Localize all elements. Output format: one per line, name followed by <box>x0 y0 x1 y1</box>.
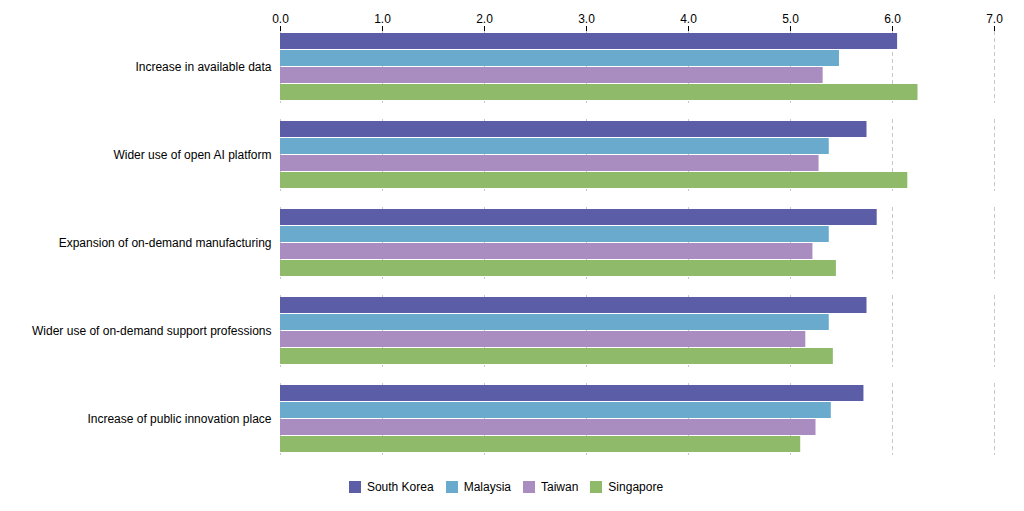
svg-text:6.0: 6.0 <box>884 12 901 26</box>
svg-text:7.0: 7.0 <box>986 12 1003 26</box>
svg-text:Expansion of on-demand manufac: Expansion of on-demand manufacturing <box>59 236 272 250</box>
svg-text:1.0: 1.0 <box>374 12 391 26</box>
svg-text:5.0: 5.0 <box>782 12 799 26</box>
svg-text:2.0: 2.0 <box>476 12 493 26</box>
svg-text:Wider use of on-demand support: Wider use of on-demand support professio… <box>32 324 271 338</box>
svg-text:3.0: 3.0 <box>578 12 595 26</box>
svg-text:4.0: 4.0 <box>680 12 697 26</box>
html-text:Singapore: Singapore <box>608 479 664 494</box>
svg-text:Increase of public innovation: Increase of public innovation place <box>87 412 271 426</box>
html-text:South Korea: South Korea <box>366 479 434 494</box>
svg-text:Increase in available data: Increase in available data <box>135 60 271 74</box>
html-text:Taiwan: Taiwan <box>541 479 579 494</box>
svg-text:Wider use of open AI platform: Wider use of open AI platform <box>113 148 271 162</box>
svg-text:0.0: 0.0 <box>272 12 289 26</box>
html-text:Malaysia: Malaysia <box>463 479 511 494</box>
